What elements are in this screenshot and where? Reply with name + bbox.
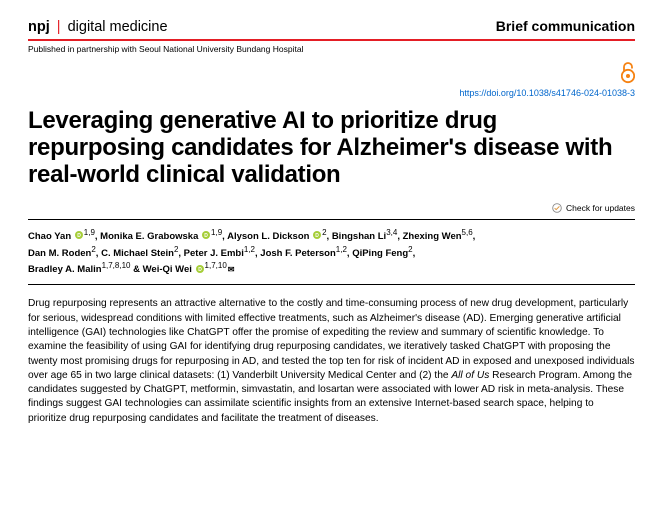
author: Dan M. Roden (28, 248, 91, 259)
affiliation: 2 (174, 245, 178, 254)
journal-pipe: | (57, 19, 61, 35)
orcid-icon: D (313, 231, 321, 239)
check-updates[interactable]: Check for updates (28, 203, 635, 213)
author: Bradley A. Malin (28, 265, 102, 276)
affiliation: 1,7,8,10 (102, 261, 131, 270)
affiliation: 2 (91, 245, 95, 254)
author: Peter J. Embi (184, 248, 244, 259)
affiliation: 2 (408, 245, 412, 254)
authors-list: Chao Yan D1,9, Monika E. Grabowska D1,9,… (28, 227, 635, 278)
svg-text:D: D (198, 267, 202, 273)
author: Wei-Qi Wei (143, 265, 192, 276)
open-access-icon (621, 62, 635, 84)
author: QiPing Feng (352, 248, 408, 259)
svg-text:D: D (315, 233, 319, 239)
journal-header: npj | digital medicine Brief communicati… (28, 18, 635, 35)
author: Josh F. Peterson (260, 248, 336, 259)
affiliation: 1,2 (244, 245, 255, 254)
journal-name: npj | digital medicine (28, 19, 168, 35)
affiliation: 1,9 (84, 228, 95, 237)
doi-row: https://doi.org/10.1038/s41746-024-01038… (28, 88, 635, 98)
author: Bingshan Li (332, 231, 386, 242)
open-access-row (28, 62, 635, 84)
partnership-line: Published in partnership with Seoul Nati… (28, 44, 635, 54)
orcid-icon: D (202, 231, 210, 239)
crossmark-icon (552, 203, 562, 213)
article-title: Leveraging generative AI to prioritize d… (28, 108, 635, 189)
author: Alyson L. Dickson (227, 231, 309, 242)
red-rule (28, 39, 635, 41)
abstract: Drug repurposing represents an attractiv… (28, 297, 635, 426)
affiliation: 2 (322, 228, 326, 237)
svg-text:D: D (77, 233, 81, 239)
orcid-icon: D (75, 231, 83, 239)
affiliation: 1,2 (336, 245, 347, 254)
journal-title: digital medicine (68, 19, 168, 35)
affiliation: 1,9 (211, 228, 222, 237)
author: Chao Yan (28, 231, 71, 242)
journal-npj: npj (28, 19, 50, 35)
abstract-italic: All of Us (451, 370, 489, 381)
author: C. Michael Stein (101, 248, 174, 259)
article-type: Brief communication (496, 18, 635, 34)
doi-link[interactable]: https://doi.org/10.1038/s41746-024-01038… (459, 88, 635, 98)
affiliation: 5,6 (462, 228, 473, 237)
svg-text:D: D (204, 233, 208, 239)
check-updates-label: Check for updates (566, 203, 635, 213)
author: Zhexing Wen (403, 231, 462, 242)
envelope-icon: ✉ (228, 265, 235, 274)
affiliation: 1,7,10 (205, 261, 227, 270)
affiliation: 3,4 (386, 228, 397, 237)
author: Monika E. Grabowska (100, 231, 198, 242)
abstract-part1: Drug repurposing represents an attractiv… (28, 298, 635, 380)
authors-block: Chao Yan D1,9, Monika E. Grabowska D1,9,… (28, 219, 635, 286)
orcid-icon: D (196, 265, 204, 273)
